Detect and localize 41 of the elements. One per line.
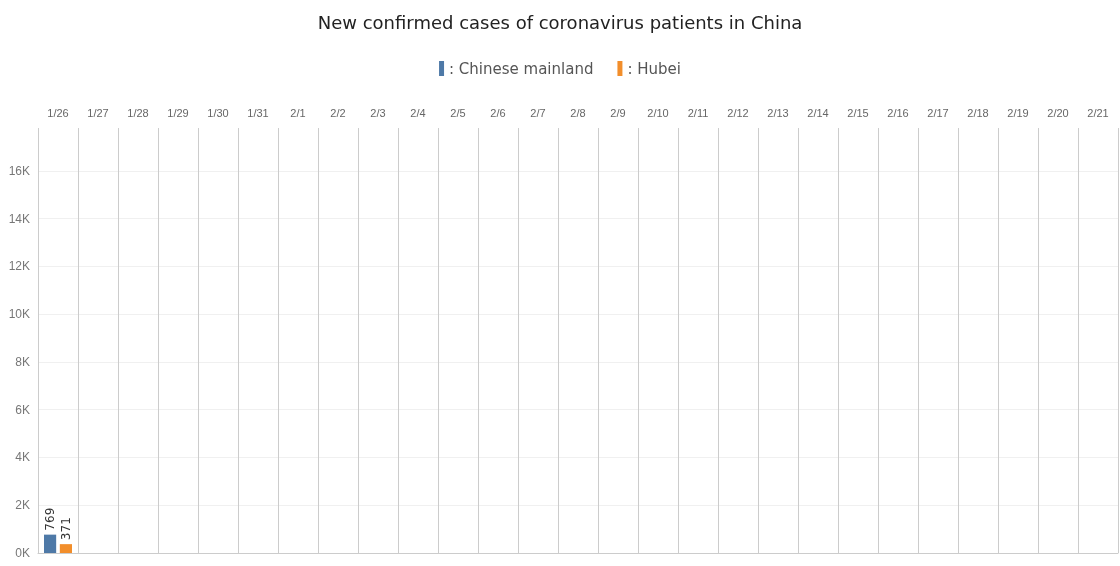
x-tick-label: 1/30	[207, 106, 229, 119]
x-tick-label: 2/21	[1087, 106, 1109, 119]
x-tick-label: 1/29	[167, 106, 189, 119]
x-tick-label: 2/7	[530, 106, 546, 119]
x-tick-label: 2/17	[927, 106, 949, 119]
legend-label: : Chinese mainland	[449, 59, 594, 78]
x-tick-label: 2/14	[807, 106, 829, 119]
x-tick-label: 1/27	[87, 106, 109, 119]
x-tick-label: 2/8	[570, 106, 586, 119]
y-tick-label: 14K	[8, 211, 30, 226]
chart-title: New confirmed cases of coronavirus patients in China	[317, 11, 803, 33]
x-tick-label: 2/16	[887, 106, 909, 119]
x-tick-label: 2/1	[290, 106, 306, 119]
x-tick-label: 2/12	[727, 106, 749, 119]
x-tick-label: 2/20	[1047, 106, 1069, 119]
y-tick-label: 0K	[15, 546, 30, 560]
x-tick-label: 2/15	[847, 106, 869, 119]
data-label: 769	[43, 507, 58, 531]
y-tick-label: 4K	[15, 450, 30, 465]
y-tick-label: 6K	[15, 402, 30, 417]
y-tick-label: 2K	[15, 498, 30, 513]
y-tick-label: 12K	[8, 259, 30, 274]
x-tick-label: 2/19	[1007, 106, 1029, 119]
legend-label: : Hubei	[627, 59, 681, 78]
x-tick-label: 1/26	[47, 106, 69, 119]
x-tick-label: 1/31	[247, 106, 269, 119]
x-tick-label: 2/18	[967, 106, 989, 119]
x-tick-label: 2/2	[330, 106, 346, 119]
x-tick-label: 2/11	[687, 106, 709, 119]
x-tick-label: 2/13	[767, 106, 789, 119]
x-tick-label: 2/3	[370, 106, 386, 119]
x-tick-label: 2/10	[647, 106, 669, 119]
x-tick-label: 2/4	[410, 106, 426, 119]
data-label: 371	[58, 517, 73, 541]
x-tick-label: 2/5	[450, 106, 466, 119]
x-tick-label: 1/28	[127, 106, 149, 119]
y-tick-label: 16K	[8, 163, 30, 178]
y-tick-label: 8K	[15, 354, 30, 369]
x-tick-label: 2/6	[490, 106, 506, 119]
y-tick-label: 10K	[8, 307, 30, 322]
x-tick-label: 2/9	[610, 106, 626, 119]
